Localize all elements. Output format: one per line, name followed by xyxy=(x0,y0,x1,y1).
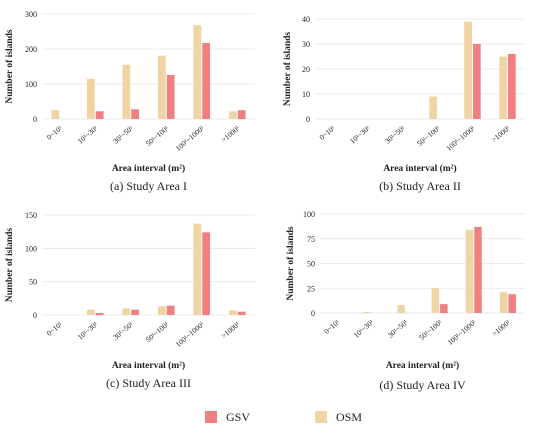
bar-osm xyxy=(499,292,508,313)
y-axis-label: Number of islands xyxy=(286,226,296,301)
y-tick-label: 150 xyxy=(25,211,37,220)
y-tick-label: 25 xyxy=(307,284,315,293)
y-tick-label: 300 xyxy=(25,10,37,19)
x-axis-label: Area interval (m²) xyxy=(386,360,459,371)
bar-osm xyxy=(465,229,474,313)
bar-gsv xyxy=(473,44,481,119)
x-tick-label: 0~10¹ xyxy=(45,124,64,142)
bar-osm xyxy=(51,110,60,119)
bar-osm xyxy=(193,223,202,315)
legend-label-gsv: GSV xyxy=(226,410,250,424)
x-tick-label: 10¹~30¹ xyxy=(348,124,372,146)
bar-osm xyxy=(363,312,371,313)
y-tick-label: 20 xyxy=(302,65,310,74)
legend: GSV OSM xyxy=(205,410,362,424)
bar-osm xyxy=(86,309,95,315)
x-tick-label: 10¹~30¹ xyxy=(76,124,100,146)
y-tick-label: 0 xyxy=(311,309,315,318)
x-tick-label: 30¹~50¹ xyxy=(111,124,135,146)
bar-gsv xyxy=(166,305,175,315)
chart-panel: 0 100 200 300 0~10¹ 10¹~30¹ 30¹~50¹ 50¹~100¹ 100… xyxy=(5,10,255,193)
y-tick-label: 0 xyxy=(33,311,37,320)
bar-gsv xyxy=(131,309,140,315)
bar-gsv xyxy=(440,304,448,313)
x-tick-label: 0~10¹ xyxy=(318,124,337,142)
x-tick-label: 100¹~1000¹ xyxy=(444,124,476,153)
legend-label-osm: OSM xyxy=(336,410,362,424)
chart-panel: 0 50 100 150 0~10¹ 10¹~30¹ 30¹~50¹ 50¹~100¹ 100¹… xyxy=(5,211,255,390)
y-tick-label: 50 xyxy=(307,260,315,269)
x-tick-label: 50¹~100¹ xyxy=(415,124,442,148)
x-tick-label: 50¹~100¹ xyxy=(417,318,444,342)
x-axis-label: Area interval (m²) xyxy=(383,163,456,174)
bar-gsv xyxy=(131,109,140,119)
x-axis-label: Area interval (m²) xyxy=(112,163,185,174)
y-tick-label: 200 xyxy=(25,45,37,54)
chart-panel: 0 10 20 30 40 0~10¹ 10¹~30¹ 30¹~50¹ 50¹~100¹ 100¹… xyxy=(283,15,525,193)
y-tick-label: 100 xyxy=(25,244,37,253)
y-tick-label: 50 xyxy=(29,278,37,287)
bar-gsv xyxy=(95,111,104,119)
x-tick-label: 100¹~1000¹ xyxy=(446,318,478,347)
y-tick-label: 100 xyxy=(303,210,315,219)
panel-caption: (a) Study Area I xyxy=(110,179,187,193)
legend-swatch-gsv xyxy=(205,411,217,423)
bar-osm xyxy=(429,96,437,119)
bar-gsv xyxy=(202,43,211,119)
x-tick-label: >1000¹ xyxy=(219,124,241,145)
y-tick-label: 10 xyxy=(302,90,310,99)
bar-gsv xyxy=(166,74,175,119)
y-tick-label: 0 xyxy=(306,115,310,124)
panel-caption: (c) Study Area III xyxy=(106,376,191,390)
x-axis-label: Area interval (m²) xyxy=(112,360,185,371)
panel-caption: (d) Study Area IV xyxy=(379,378,466,392)
y-tick-label: 0 xyxy=(33,115,37,124)
x-tick-label: 50¹~100¹ xyxy=(144,124,171,148)
x-tick-label: 100¹~1000¹ xyxy=(174,320,206,349)
y-axis-label: Number of islands xyxy=(5,29,15,104)
x-tick-label: 100¹~1000¹ xyxy=(174,124,206,153)
bar-gsv xyxy=(508,294,516,313)
chart-panel: 0 25 50 75 100 0~10¹ 10¹~30¹ 30¹~50¹ 50¹~100¹ 100… xyxy=(286,210,525,392)
y-tick-label: 30 xyxy=(302,40,310,49)
bar-osm xyxy=(86,78,95,119)
x-tick-label: 30¹~50¹ xyxy=(383,124,407,146)
bar-osm xyxy=(122,308,131,315)
bar-osm xyxy=(499,56,507,119)
legend-swatch-osm xyxy=(315,411,327,423)
x-tick-label: 30¹~50¹ xyxy=(111,320,135,342)
x-tick-label: 10¹~30¹ xyxy=(76,320,100,342)
x-tick-label: 0~10¹ xyxy=(322,318,341,336)
y-tick-label: 100 xyxy=(25,80,37,89)
x-tick-label: 30¹~50¹ xyxy=(386,318,410,340)
bar-osm xyxy=(157,55,166,119)
bar-gsv xyxy=(237,311,246,315)
bar-osm xyxy=(228,310,237,315)
x-tick-label: >1000¹ xyxy=(490,124,512,145)
x-tick-label: >1000¹ xyxy=(219,320,241,341)
bar-osm xyxy=(122,64,131,119)
bar-gsv xyxy=(95,313,104,315)
bar-gsv xyxy=(474,226,482,313)
bar-osm xyxy=(464,21,472,119)
x-tick-label: 10¹~30¹ xyxy=(352,318,376,340)
bar-osm xyxy=(431,288,440,313)
x-tick-label: >1000¹ xyxy=(490,318,512,339)
bar-osm xyxy=(228,111,237,119)
y-tick-label: 75 xyxy=(307,235,315,244)
panel-caption: (b) Study Area II xyxy=(379,179,461,193)
bar-osm xyxy=(193,25,202,120)
y-tick-label: 40 xyxy=(302,15,310,24)
y-axis-label: Number of islands xyxy=(5,228,15,303)
y-axis-label: Number of islands xyxy=(283,32,293,107)
bar-osm xyxy=(157,306,166,315)
bar-gsv xyxy=(202,232,211,315)
x-tick-label: 0~10¹ xyxy=(45,320,64,338)
x-tick-label: 50¹~100¹ xyxy=(144,320,171,344)
bar-osm xyxy=(397,305,405,313)
bar-gsv xyxy=(237,110,246,119)
bar-gsv xyxy=(508,54,516,119)
